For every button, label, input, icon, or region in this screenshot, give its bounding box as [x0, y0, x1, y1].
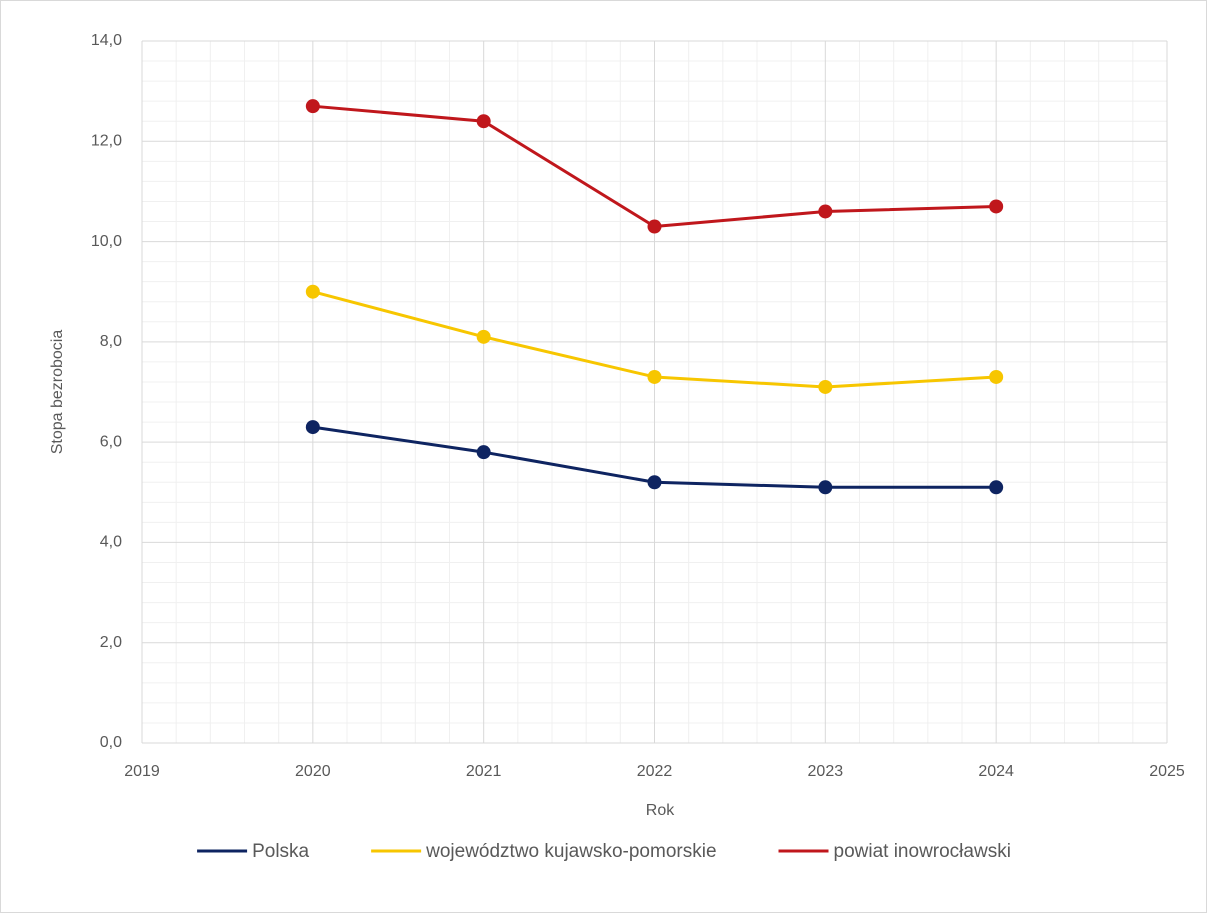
- y-tick-label: 12,0: [91, 133, 122, 150]
- data-point: [476, 445, 491, 460]
- y-tick-label: 4,0: [100, 534, 122, 551]
- x-tick-label: 2022: [637, 763, 673, 780]
- data-point: [818, 480, 833, 495]
- x-tick-label: 2023: [808, 763, 844, 780]
- data-point: [989, 199, 1004, 214]
- x-tick-label: 2020: [295, 763, 331, 780]
- legend-text: powiat inowrocławski: [834, 841, 1011, 862]
- y-tick-label: 8,0: [100, 333, 122, 350]
- data-point: [305, 284, 320, 299]
- x-axis-label: Rok: [646, 802, 675, 819]
- legend-item: powiat inowrocławski: [778, 841, 1011, 862]
- legend-text: Polska: [252, 841, 309, 862]
- x-tick-label: 2021: [466, 763, 502, 780]
- data-point: [647, 369, 662, 384]
- data-point: [647, 219, 662, 234]
- y-tick-label: 0,0: [100, 734, 122, 751]
- major-grid: [141, 40, 1168, 744]
- x-tick-label: 2024: [978, 763, 1014, 780]
- data-point: [989, 369, 1004, 384]
- y-tick-label: 10,0: [91, 233, 122, 250]
- legend-item: województwo kujawsko-pomorskie: [371, 841, 717, 862]
- y-tick-label: 2,0: [100, 634, 122, 651]
- data-point: [818, 379, 833, 394]
- data-point: [476, 329, 491, 344]
- legend-item: Polska: [197, 841, 310, 862]
- y-axis-label: Stopa bezrobocia: [49, 330, 66, 455]
- x-tick-label: 2019: [124, 763, 160, 780]
- legend-text: województwo kujawsko-pomorskie: [425, 841, 716, 862]
- y-tick-label: 6,0: [100, 433, 122, 450]
- data-point: [305, 99, 320, 114]
- data-point: [818, 204, 833, 219]
- x-tick-label: 2025: [1149, 763, 1185, 780]
- data-point: [305, 420, 320, 435]
- data-point: [989, 480, 1004, 495]
- data-point: [476, 114, 491, 129]
- y-tick-label: 14,0: [91, 32, 122, 49]
- data-point: [647, 475, 662, 490]
